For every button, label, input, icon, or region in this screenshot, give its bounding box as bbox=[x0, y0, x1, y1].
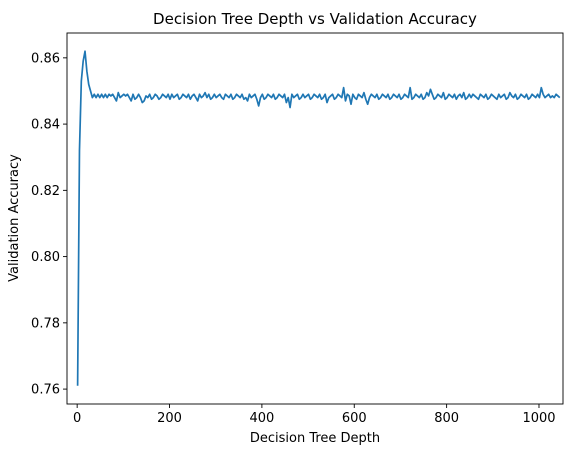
y-tick-label: 0.82 bbox=[31, 184, 60, 199]
series-line-0 bbox=[76, 50, 561, 386]
y-axis-label: Validation Accuracy bbox=[7, 154, 22, 282]
y-tick-label: 0.84 bbox=[31, 118, 60, 133]
x-axis-ticks: 0 200 400 600 800 1000 bbox=[73, 404, 556, 426]
y-tick-label: 0.86 bbox=[31, 51, 60, 66]
x-tick-label: 1000 bbox=[522, 411, 555, 426]
x-axis-label: Decision Tree Depth bbox=[250, 431, 380, 446]
x-tick-label: 0 bbox=[73, 411, 81, 426]
y-tick-label: 0.76 bbox=[31, 383, 60, 398]
y-tick-label: 0.80 bbox=[31, 250, 60, 265]
y-axis-ticks: 0.76 0.78 0.80 0.82 0.84 0.86 bbox=[31, 51, 67, 398]
y-tick-label: 0.78 bbox=[31, 316, 60, 331]
x-tick-label: 800 bbox=[434, 411, 459, 426]
x-tick-label: 200 bbox=[157, 411, 182, 426]
axes-frame bbox=[66, 32, 564, 405]
chart-title: Decision Tree Depth vs Validation Accura… bbox=[153, 10, 477, 28]
x-tick-label: 600 bbox=[342, 411, 367, 426]
x-tick-label: 400 bbox=[249, 411, 274, 426]
plot-area bbox=[76, 50, 561, 386]
